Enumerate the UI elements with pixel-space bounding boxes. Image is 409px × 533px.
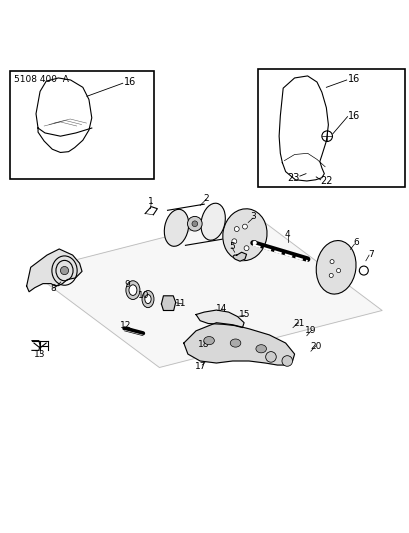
Text: 18: 18 xyxy=(198,340,209,349)
Polygon shape xyxy=(27,249,82,292)
Circle shape xyxy=(191,221,197,227)
Circle shape xyxy=(328,273,333,278)
Circle shape xyxy=(281,356,292,366)
Text: 16: 16 xyxy=(347,74,359,84)
Text: 20: 20 xyxy=(309,342,321,351)
Text: 19: 19 xyxy=(304,326,316,335)
Circle shape xyxy=(329,260,333,264)
Ellipse shape xyxy=(129,285,137,295)
Text: 4: 4 xyxy=(284,230,290,239)
Circle shape xyxy=(187,216,202,231)
Ellipse shape xyxy=(255,345,266,353)
Text: 1: 1 xyxy=(148,197,154,206)
Circle shape xyxy=(265,352,276,362)
Text: 15: 15 xyxy=(238,310,250,319)
Text: 2: 2 xyxy=(203,193,209,203)
Text: 17: 17 xyxy=(195,362,206,371)
Circle shape xyxy=(60,266,68,274)
Circle shape xyxy=(243,246,248,251)
Polygon shape xyxy=(196,310,243,328)
Text: 14: 14 xyxy=(215,303,227,312)
Circle shape xyxy=(242,224,247,229)
Text: 12: 12 xyxy=(119,321,131,330)
Text: 5108 400  A: 5108 400 A xyxy=(13,75,68,84)
Ellipse shape xyxy=(222,209,266,261)
Polygon shape xyxy=(31,214,381,367)
Bar xyxy=(9,71,154,179)
Text: 3: 3 xyxy=(249,212,255,221)
Text: 16: 16 xyxy=(123,77,135,87)
Ellipse shape xyxy=(144,295,151,304)
Ellipse shape xyxy=(230,339,240,347)
Bar xyxy=(257,69,404,187)
Circle shape xyxy=(231,239,236,244)
Text: 21: 21 xyxy=(292,319,303,328)
Text: 10: 10 xyxy=(138,290,149,300)
Text: 7: 7 xyxy=(367,250,373,259)
Ellipse shape xyxy=(164,209,188,246)
Circle shape xyxy=(358,266,367,275)
Ellipse shape xyxy=(126,281,139,300)
Polygon shape xyxy=(183,322,294,365)
Text: 5: 5 xyxy=(229,241,234,251)
Text: 11: 11 xyxy=(174,298,186,308)
Text: 9: 9 xyxy=(124,280,129,289)
Ellipse shape xyxy=(200,203,225,240)
Circle shape xyxy=(336,269,340,272)
Ellipse shape xyxy=(142,290,154,308)
Text: 13: 13 xyxy=(34,350,46,359)
Text: 6: 6 xyxy=(353,238,358,247)
Circle shape xyxy=(252,240,256,245)
Ellipse shape xyxy=(315,240,355,294)
Circle shape xyxy=(234,227,238,231)
Polygon shape xyxy=(232,252,246,261)
Text: 22: 22 xyxy=(319,176,332,186)
Text: 23: 23 xyxy=(287,173,299,183)
Ellipse shape xyxy=(203,336,214,345)
Text: 8: 8 xyxy=(51,284,56,293)
Text: 16: 16 xyxy=(348,111,360,121)
Polygon shape xyxy=(161,296,175,311)
